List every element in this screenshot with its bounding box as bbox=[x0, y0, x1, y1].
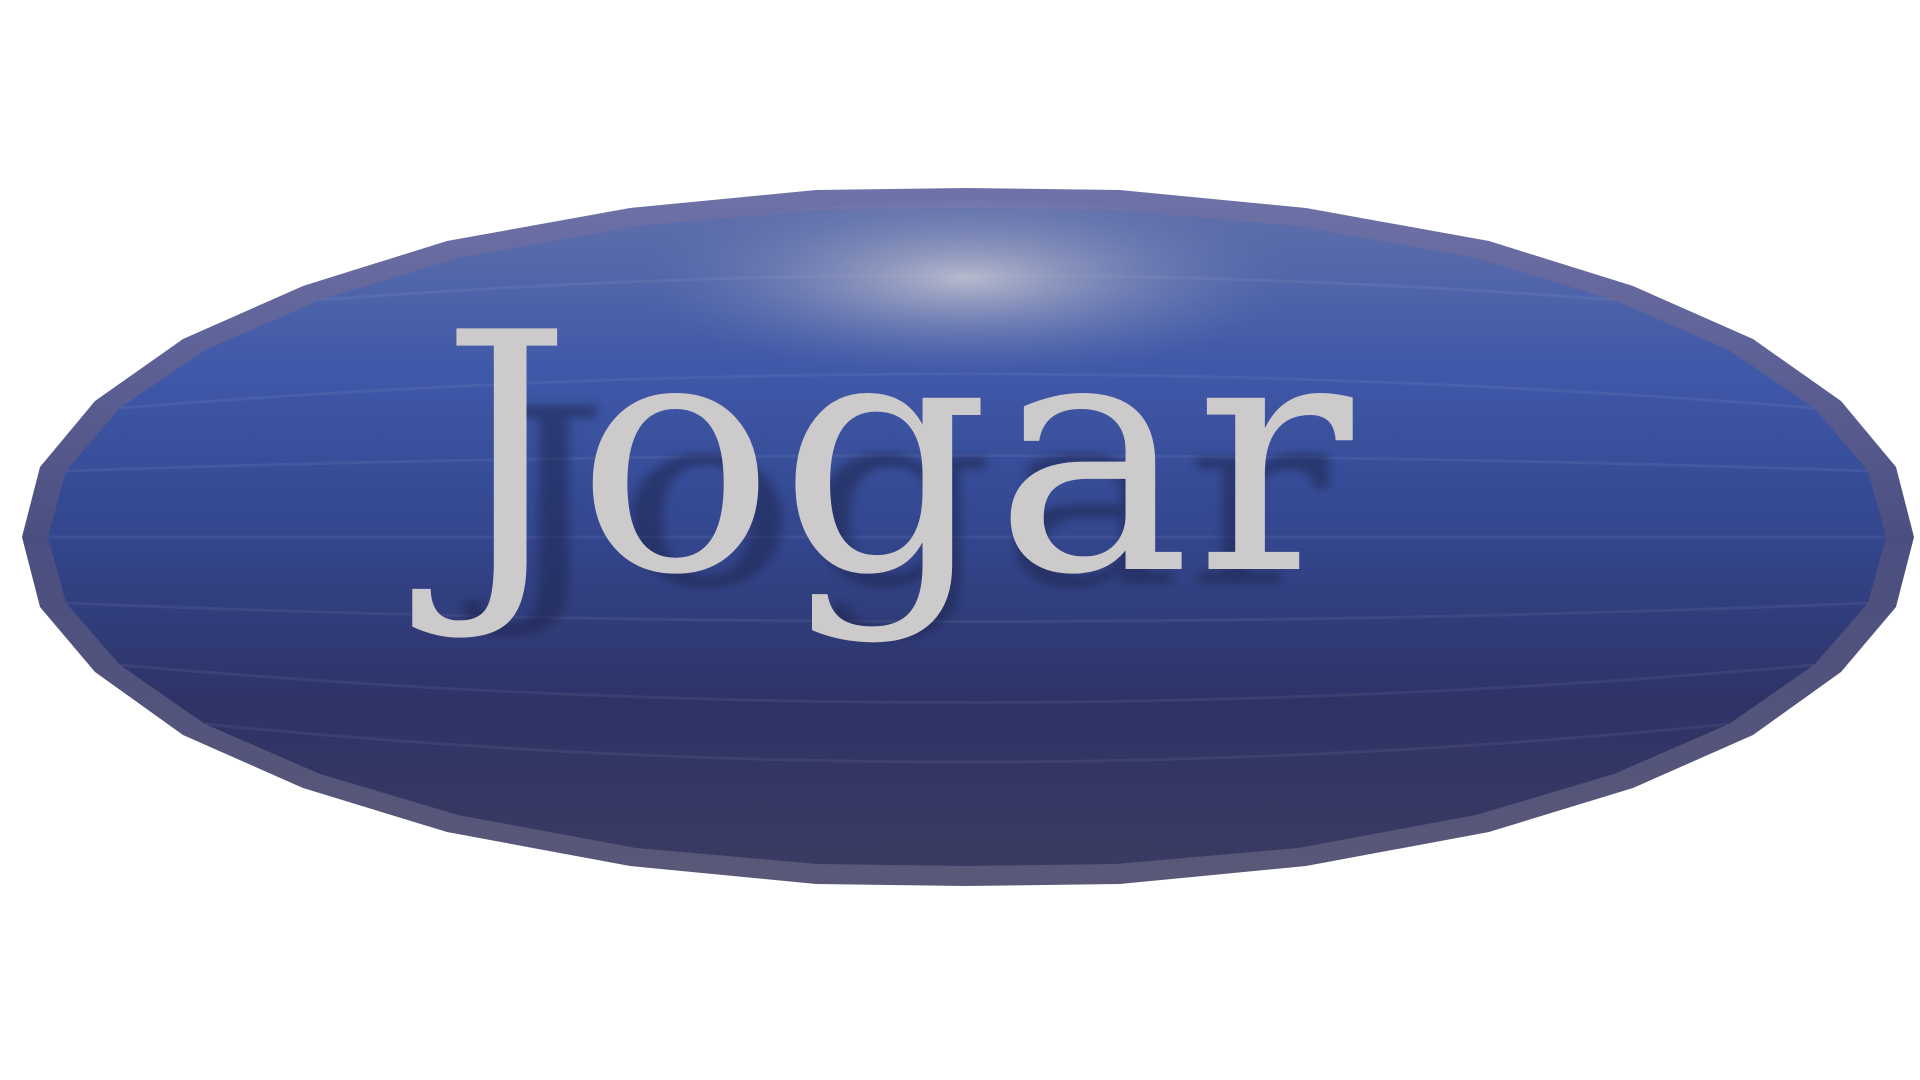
button-highlight bbox=[496, 200, 1436, 480]
button-body bbox=[48, 208, 1886, 866]
